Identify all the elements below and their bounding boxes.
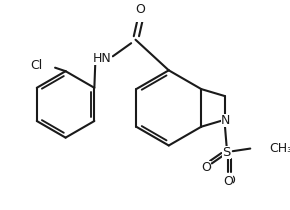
Text: CH₃: CH₃	[269, 142, 290, 155]
Text: O: O	[202, 161, 211, 174]
Text: O: O	[225, 175, 235, 187]
Text: S: S	[222, 146, 231, 159]
Text: O: O	[224, 175, 233, 188]
Text: Cl: Cl	[30, 59, 43, 72]
Text: HN: HN	[93, 52, 112, 66]
Text: O: O	[202, 162, 211, 175]
Text: O: O	[135, 3, 145, 16]
Text: N: N	[221, 114, 231, 127]
